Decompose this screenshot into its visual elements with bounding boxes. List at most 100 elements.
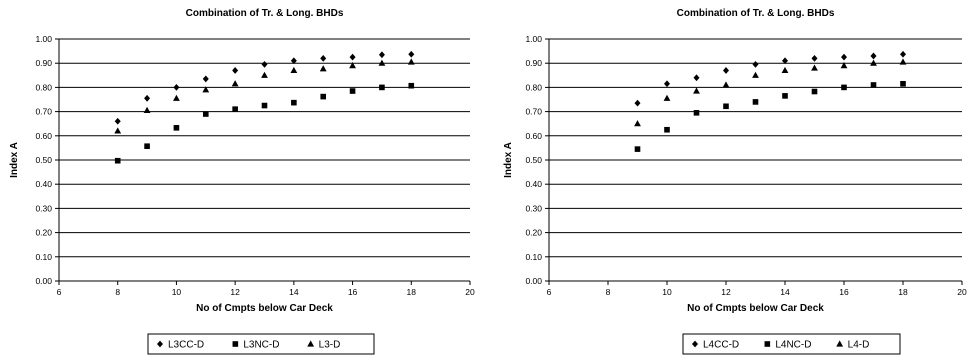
data-point [349, 62, 356, 69]
data-point [408, 82, 415, 89]
data-point [173, 94, 180, 101]
x-tick-label: 8 [115, 287, 120, 297]
data-point [693, 87, 700, 94]
x-tick-label: 16 [839, 287, 849, 297]
y-axis-title: Index A [503, 142, 514, 178]
legend: L4CC-D L4NC-D L4-D [682, 333, 901, 355]
data-point [349, 88, 356, 94]
y-tick-label: 0.80 [35, 82, 52, 92]
y-tick-label: 0.60 [525, 131, 542, 141]
x-tick-label: 14 [289, 287, 299, 297]
data-point [900, 50, 906, 58]
series-L3-D [114, 58, 415, 134]
chart-2: Combination of Tr. & Long. BHDs 0.00 0.10 0… [503, 8, 967, 355]
x-tick-label: 10 [172, 287, 182, 297]
data-point [114, 127, 122, 134]
data-point [261, 71, 268, 78]
data-point [261, 102, 268, 109]
legend-label: L3-D [319, 340, 341, 351]
data-point [723, 67, 729, 74]
data-point [378, 51, 385, 59]
y-tick-label: 0.30 [35, 203, 52, 213]
legend-label: L3NC-D [243, 340, 279, 351]
legend: L3CC-D L3NC-D L3-D [147, 333, 375, 355]
data-point [693, 74, 700, 82]
x-tick-label: 8 [606, 287, 611, 297]
y-tick-label: 0.10 [525, 252, 542, 262]
legend-label: L4NC-D [775, 340, 811, 351]
legend-marker-square [232, 341, 239, 347]
series-L4-D [634, 58, 907, 127]
data-point [232, 106, 238, 112]
data-point [752, 61, 759, 68]
data-point [114, 157, 121, 164]
data-point [231, 80, 239, 87]
y-tick-label: 0.00 [525, 276, 542, 286]
series-L4NC-D [634, 80, 906, 152]
data-point [144, 143, 150, 150]
data-point [899, 58, 907, 65]
x-axis-title: No of Cmpts below Car Deck [196, 303, 333, 314]
data-point [841, 53, 847, 61]
x-tick-label: 12 [721, 287, 731, 297]
y-tick-label: 0.50 [35, 155, 52, 165]
chart-title: Combination of Tr. & Long. BHDs [186, 8, 344, 19]
legend-label: L3CC-D [168, 340, 204, 351]
data-point [752, 99, 759, 105]
y-tick-label: 1.00 [35, 34, 52, 44]
x-tick-label: 10 [662, 287, 672, 297]
x-tick-label: 20 [465, 287, 475, 297]
data-point [841, 84, 847, 91]
data-point [202, 75, 209, 83]
data-point [202, 111, 209, 117]
data-point [663, 94, 671, 101]
data-point [693, 110, 700, 116]
y-tick-label: 1.00 [525, 34, 542, 44]
data-point [261, 61, 268, 68]
x-tick-label: 18 [898, 287, 908, 297]
data-point [664, 80, 670, 88]
legend-marker-triangle [836, 340, 844, 347]
x-tick-label: 12 [230, 287, 240, 297]
data-point [144, 94, 151, 102]
x-tick-label: 6 [547, 287, 552, 297]
data-point [870, 59, 877, 66]
x-axis-title: No of Cmpts below Car Deck [687, 303, 824, 314]
data-point [870, 52, 877, 60]
legend-label: L4-D [848, 340, 870, 351]
chart-title: Combination of Tr. & Long. BHDs [677, 8, 835, 19]
data-point [408, 50, 415, 58]
data-point [840, 62, 848, 69]
x-tick-label: 6 [57, 287, 62, 297]
data-point [634, 120, 641, 127]
legend-label: L4CC-D [703, 340, 739, 351]
data-point [173, 125, 180, 131]
series-L3NC-D [114, 82, 415, 164]
data-point [870, 82, 877, 88]
data-point [379, 84, 385, 91]
data-point [722, 81, 730, 88]
data-point [290, 66, 298, 74]
data-point [232, 67, 239, 74]
data-point [782, 57, 788, 65]
data-point [173, 84, 180, 91]
legend-marker-triangle [307, 340, 315, 347]
y-tick-label: 0.70 [35, 107, 52, 117]
y-tick-label: 0.60 [35, 131, 52, 141]
data-point [320, 54, 327, 62]
y-tick-label: 0.90 [35, 58, 52, 68]
data-point [781, 66, 789, 74]
data-point [349, 53, 356, 61]
x-tick-label: 20 [957, 287, 967, 297]
y-tick-label: 0.40 [35, 179, 52, 189]
y-tick-label: 0.30 [525, 203, 542, 213]
data-point [320, 93, 327, 100]
y-tick-label: 0.20 [35, 228, 52, 238]
x-tick-label: 18 [407, 287, 417, 297]
series-L3CC-D [114, 50, 415, 125]
y-tick-label: 0.70 [525, 107, 542, 117]
y-tick-label: 0.80 [525, 82, 542, 92]
legend-box [682, 333, 901, 355]
chart-1: Combination of Tr. & Long. BHDs 0.00 0.10 0… [9, 8, 475, 355]
